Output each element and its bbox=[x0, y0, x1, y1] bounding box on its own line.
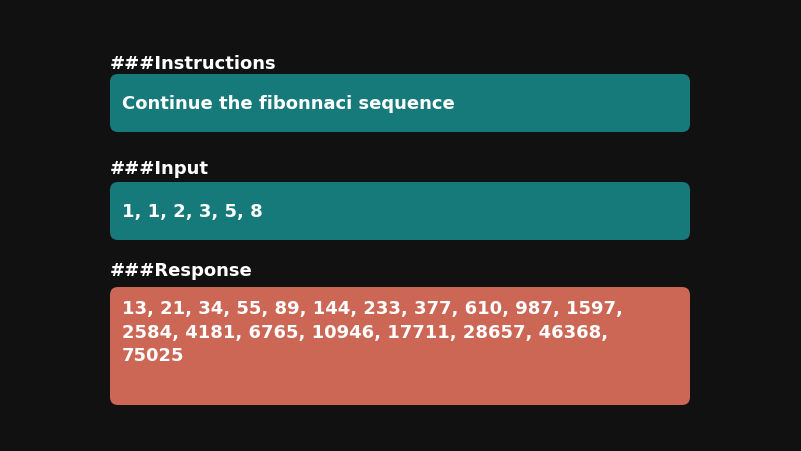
FancyBboxPatch shape bbox=[110, 183, 690, 240]
Text: Continue the fibonnaci sequence: Continue the fibonnaci sequence bbox=[122, 95, 455, 113]
FancyBboxPatch shape bbox=[110, 287, 690, 405]
Text: ###Input: ###Input bbox=[110, 160, 209, 178]
FancyBboxPatch shape bbox=[110, 75, 690, 133]
Text: 1, 1, 2, 3, 5, 8: 1, 1, 2, 3, 5, 8 bbox=[122, 202, 263, 221]
Text: ###Instructions: ###Instructions bbox=[110, 55, 276, 73]
Text: ###Response: ###Response bbox=[110, 262, 253, 279]
Text: 13, 21, 34, 55, 89, 144, 233, 377, 610, 987, 1597,
2584, 4181, 6765, 10946, 1771: 13, 21, 34, 55, 89, 144, 233, 377, 610, … bbox=[122, 299, 623, 364]
